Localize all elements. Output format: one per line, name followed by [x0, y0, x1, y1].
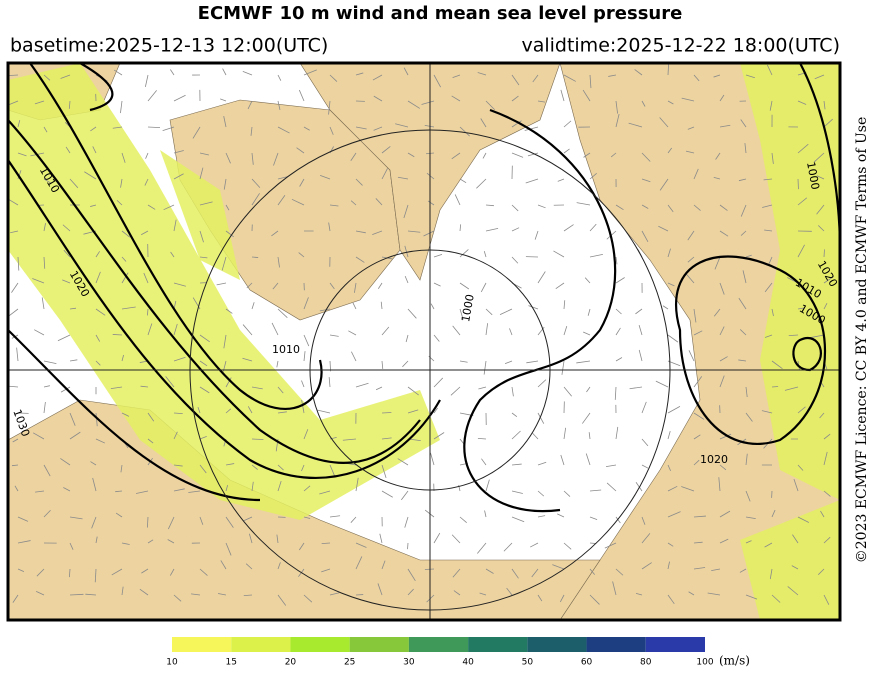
colorbar-tick-label: 40 — [462, 658, 474, 668]
colorbar-tick-label: 20 — [285, 658, 297, 668]
colorbar-segment — [468, 637, 527, 652]
colorbar-tick-label: 25 — [344, 658, 355, 668]
colorbar-tick-label: 100 — [696, 658, 713, 668]
colorbar-segment — [350, 637, 409, 652]
map: 1010 1020 1030 1010 1000 1000 1010 1020 … — [5, 63, 840, 620]
colorbar-segment — [527, 637, 586, 652]
colorbar-segment — [172, 637, 231, 652]
colorbar-tick-label: 15 — [225, 658, 236, 668]
colorbar-unit: (m/s) — [719, 654, 750, 668]
colorbar-segment — [646, 637, 705, 652]
colorbar-segment — [409, 637, 468, 652]
wind-arrow — [252, 439, 263, 440]
isobar-label: 1020 — [700, 453, 728, 466]
colorbar-tick-label: 50 — [522, 658, 534, 668]
credit: ©2023 ECMWF Licence: CC BY 4.0 and ECMWF… — [854, 117, 870, 564]
colorbar-tick-label: 30 — [403, 658, 415, 668]
title: ECMWF 10 m wind and mean sea level press… — [198, 3, 683, 24]
colorbar: 10 15 20 25 30 40 50 60 80 100 (m/s) — [166, 637, 750, 668]
colorbar-segment — [231, 637, 290, 652]
wind-arrow — [382, 412, 391, 413]
colorbar-segment — [290, 637, 349, 652]
colorbar-segment — [587, 637, 646, 652]
basetime: basetime:2025-12-13 12:00(UTC) — [10, 35, 328, 57]
validtime: validtime:2025-12-22 18:00(UTC) — [521, 35, 840, 57]
wind-arrow — [425, 569, 434, 570]
colorbar-tick-label: 10 — [166, 658, 178, 668]
isobar-label: 1010 — [272, 343, 300, 356]
colorbar-tick-label: 80 — [640, 658, 652, 668]
colorbar-tick-label: 60 — [581, 658, 593, 668]
wind-arrow — [252, 257, 258, 258]
